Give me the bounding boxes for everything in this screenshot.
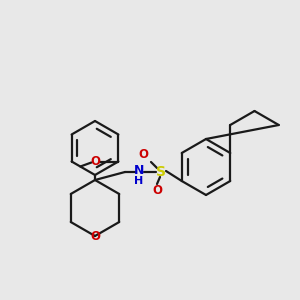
Text: O: O	[138, 148, 148, 161]
Text: S: S	[156, 165, 166, 179]
Text: O: O	[152, 184, 162, 197]
Text: O: O	[90, 230, 100, 242]
Text: N: N	[134, 164, 144, 178]
Text: O: O	[90, 155, 100, 168]
Text: H: H	[134, 176, 144, 186]
